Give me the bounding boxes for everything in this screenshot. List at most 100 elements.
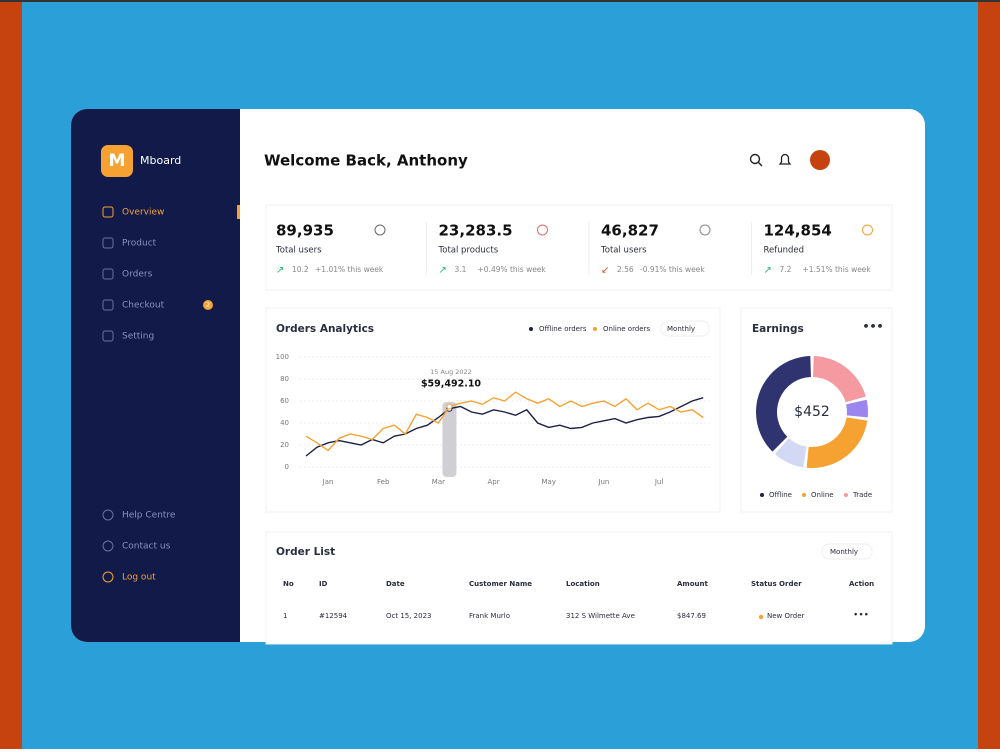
brand: Mboard	[140, 154, 181, 167]
row-action[interactable]: •••	[853, 611, 869, 621]
stat-icon	[374, 224, 386, 236]
legend-label: Online	[811, 491, 834, 499]
x-tick-label: Feb	[377, 478, 390, 486]
y-tick-label: 100	[276, 353, 289, 361]
stat-change: +1.51% this week	[803, 265, 872, 274]
stat-value: 89,935	[276, 222, 334, 240]
stat-delta: 10.2	[292, 265, 309, 274]
stat-arrow: ↗	[764, 265, 772, 276]
y-tick-label: 20	[280, 441, 289, 449]
analytics-title: Orders Analytics	[276, 323, 374, 335]
badge	[203, 300, 213, 310]
stat-arrow: ↗	[276, 265, 284, 276]
hover-bar	[442, 402, 457, 477]
earnings-center: $452	[794, 404, 830, 420]
menu-item[interactable]: Setting	[122, 332, 154, 342]
cell: 312 S Wilmette Ave	[566, 612, 635, 620]
menu-icon	[102, 509, 114, 521]
stat-arrow: ↗	[439, 265, 447, 276]
stat-change: +1.01% this week	[315, 265, 384, 274]
cell: #12594	[319, 612, 348, 620]
cell: 1	[283, 612, 287, 620]
stat-icon	[699, 224, 711, 236]
bell-icon[interactable]	[778, 153, 792, 165]
order-period-select[interactable]	[821, 543, 873, 560]
x-tick-label: Apr	[488, 478, 500, 486]
stat-value: 23,283.5	[439, 222, 513, 240]
y-tick-label: 60	[280, 397, 289, 405]
menu-item[interactable]: Orders	[122, 270, 153, 280]
line-series	[305, 391, 704, 452]
cell: New Order	[767, 612, 805, 620]
stat-arrow: ↙	[601, 265, 609, 276]
donut-segment	[774, 438, 807, 468]
donut-segment	[813, 356, 866, 403]
menu-item[interactable]: Overview	[122, 208, 164, 218]
avatar[interactable]	[810, 150, 830, 170]
donut-segment	[756, 356, 811, 452]
stat-label: Total users	[275, 246, 322, 256]
order-title: Order List	[276, 546, 335, 558]
column-header: Location	[566, 580, 600, 588]
menu-item[interactable]: Product	[122, 239, 157, 249]
stat-label: Total products	[438, 246, 499, 256]
x-tick-label: Jun	[597, 478, 609, 486]
y-tick-label: 80	[280, 375, 289, 383]
cell: Oct 15, 2023	[386, 612, 432, 620]
menu-icon	[102, 571, 114, 583]
cell: $847.69	[677, 612, 706, 620]
stat-delta: 3.1	[455, 265, 467, 274]
legend-dot	[802, 493, 806, 497]
menu-icon	[102, 237, 114, 249]
badge-count: 2	[206, 301, 210, 309]
stat-icon	[537, 224, 548, 236]
search-icon-handle	[757, 161, 763, 167]
more-button[interactable]: •••	[862, 320, 883, 333]
legend-dot	[593, 327, 597, 331]
tooltip-date: 15 Aug 2022	[430, 368, 472, 376]
x-tick-label: May	[541, 478, 555, 486]
donut-segment	[846, 399, 868, 418]
y-tick-label: 0	[285, 463, 289, 471]
left-border	[0, 0, 22, 749]
cell: Frank Murlo	[469, 612, 510, 620]
hover-point	[446, 403, 453, 410]
period-label: Monthly	[667, 325, 695, 333]
menu-icon	[102, 540, 114, 552]
legend-dot	[529, 327, 533, 331]
menu-icon	[102, 299, 114, 311]
menu-item[interactable]: Checkout	[122, 301, 165, 311]
donut-segment	[806, 417, 868, 469]
column-header: Date	[386, 580, 405, 588]
legend-label: Offline orders	[539, 325, 587, 333]
column-header: Action	[849, 580, 874, 588]
column-header: Amount	[677, 580, 708, 588]
stat-value: 46,827	[601, 222, 659, 240]
stat-value: 124,854	[764, 222, 832, 240]
stat-delta: 2.56	[617, 265, 634, 274]
sidebar	[71, 109, 240, 642]
period-select[interactable]	[660, 320, 710, 337]
column-header: ID	[319, 580, 328, 588]
search-icon[interactable]	[749, 153, 761, 165]
y-tick-label: 40	[280, 419, 289, 427]
order-panel	[265, 531, 893, 645]
stat-change: +0.49% this week	[478, 265, 547, 274]
menu-item[interactable]: Log out	[122, 573, 156, 583]
top-border	[0, 0, 1000, 2]
x-tick-label: Jan	[322, 478, 334, 486]
stat-label: Refunded	[764, 246, 805, 256]
logo	[101, 145, 133, 177]
menu-icon	[102, 268, 114, 280]
page-title: Welcome Back, Anthony	[264, 152, 468, 170]
stat-change: -0.91% this week	[640, 265, 705, 274]
stat-icon	[862, 224, 873, 236]
status-dot	[758, 614, 764, 620]
menu-item[interactable]: Contact us	[122, 542, 171, 552]
x-tick-label: Mar	[432, 478, 445, 486]
stats-panel	[265, 204, 893, 291]
right-border	[978, 0, 1000, 749]
menu-item[interactable]: Help Centre	[122, 511, 176, 521]
